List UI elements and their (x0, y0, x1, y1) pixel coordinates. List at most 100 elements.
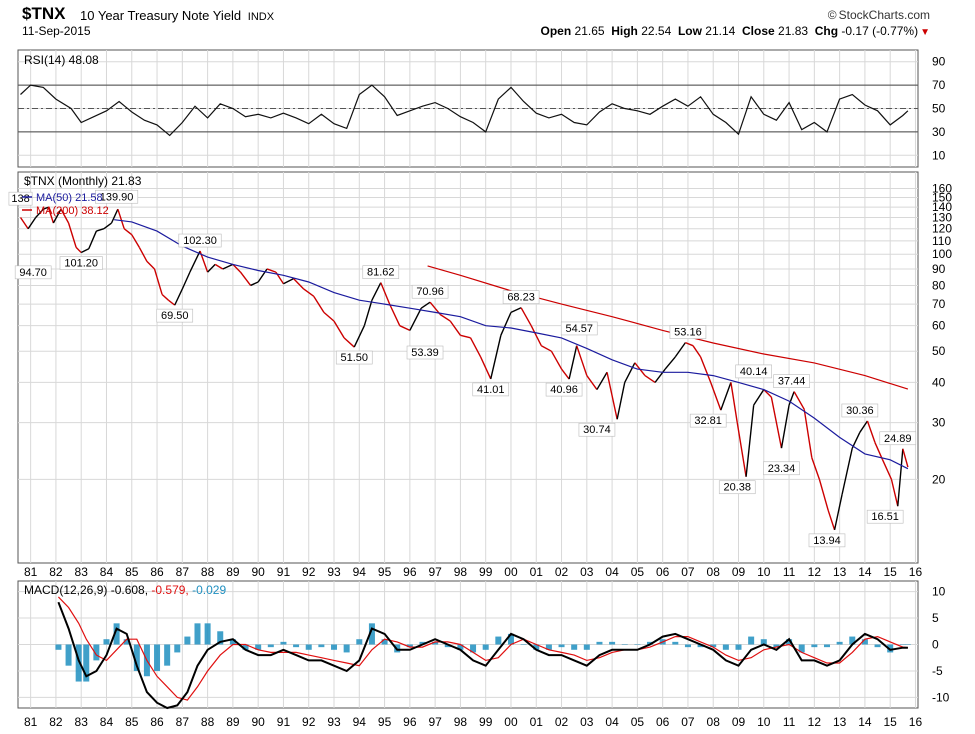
macd-x-tick-label: 82 (49, 715, 63, 729)
price-y-tick-label: 140 (932, 200, 952, 214)
close-value: 21.83 (778, 24, 809, 38)
macd-x-tick-label: 81 (24, 715, 38, 729)
macd-panel: 10 5 0 -5 -10 MACD(12,26,9) -0.608, -0.579, -… (17, 580, 950, 729)
price-segment (736, 422, 747, 477)
price-label-box (14, 265, 52, 280)
price-segment (117, 208, 125, 229)
price-y-tick-label: 40 (932, 375, 946, 389)
chart-date: 11-Sep-2015 (22, 24, 91, 38)
price-label-box (95, 189, 139, 204)
price-x-tick-label: 14 (858, 565, 872, 579)
price-label-box (689, 413, 727, 428)
macd-histogram-bar (123, 639, 130, 645)
high-label: High (611, 24, 638, 38)
price-segment (88, 230, 98, 250)
rsi-line (20, 84, 909, 137)
price-annotation-label: 70.96 (416, 286, 444, 298)
price-label-box (718, 480, 756, 495)
price-annotation-label: 68.23 (507, 292, 535, 304)
macd-histogram-bar (65, 644, 72, 666)
macd-x-tick-label: 88 (201, 715, 215, 729)
macd-x-tick-label: 06 (656, 715, 670, 729)
price-segment (313, 295, 325, 313)
price-annotation-label: 139.90 (100, 191, 134, 203)
price-segment (363, 299, 373, 326)
price-segment (343, 337, 355, 348)
price-segment (293, 278, 305, 290)
price-segment (827, 510, 836, 531)
price-x-tick-label: 09 (732, 565, 746, 579)
chg-value: -0.17 (-0.77%) (841, 24, 919, 38)
price-segment (644, 374, 656, 383)
macd-x-tick-label: 14 (858, 715, 872, 729)
price-legend: $TNX (Monthly) 21.83 (24, 174, 142, 188)
exchange-label: INDX (247, 11, 275, 23)
price-segment (266, 268, 277, 273)
macd-x-tick-label: 01 (530, 715, 544, 729)
price-label-box (8, 191, 33, 206)
price-annotation-label: 24.89 (884, 433, 912, 445)
price-annotation-label: 41.01 (477, 384, 505, 396)
price-y-tick-label: 100 (932, 247, 952, 261)
macd-histogram-bar (609, 641, 616, 645)
description-text: 10 Year Treasury Note Yield (80, 8, 242, 23)
macd-histogram-bar (482, 644, 489, 650)
down-arrow-icon: ▼ (920, 27, 930, 38)
macd-legend-signal: -0.579, (151, 583, 192, 597)
price-label-box (578, 422, 616, 437)
macd-x-tick-label: 09 (732, 715, 746, 729)
price-label-box (545, 382, 583, 397)
price-label-box (866, 509, 904, 524)
macd-histogram-bar (621, 644, 628, 645)
price-segment (138, 247, 148, 262)
macd-histogram-bar (280, 641, 287, 645)
rsi-y-tick-label: 30 (932, 125, 946, 139)
macd-histogram-bar (773, 644, 780, 648)
macd-x-tick-label: 96 (403, 715, 417, 729)
price-x-tick-label: 02 (555, 565, 569, 579)
price-annotation-label: 13.94 (813, 535, 841, 547)
price-label-box (156, 308, 194, 323)
price-segment (500, 312, 512, 336)
macd-signal-line (57, 596, 908, 701)
macd-x-tick-label: 05 (631, 715, 645, 729)
price-label-box (406, 345, 444, 360)
price-segment (146, 260, 156, 270)
price-annotation-label: 32.81 (694, 415, 722, 427)
brand-watermark[interactable]: © StockCharts.com (828, 8, 930, 22)
macd-histogram-bar (748, 636, 755, 645)
price-x-tick-label: 10 (757, 565, 771, 579)
price-segment (323, 311, 335, 322)
price-segment (399, 325, 411, 332)
rsi-y-tick-label: 50 (932, 102, 946, 116)
price-segment (510, 307, 522, 313)
price-segment (153, 268, 163, 295)
macd-x-tick-label: 84 (100, 715, 114, 729)
price-segment (730, 382, 738, 423)
price-segment (380, 282, 391, 305)
price-segment (123, 228, 133, 236)
price-x-tick-label: 99 (479, 565, 493, 579)
price-segment (439, 313, 451, 322)
price-x-tick-label: 88 (201, 565, 215, 579)
ticker-symbol: $TNX (22, 4, 66, 23)
price-x-tick-label: 91 (277, 565, 291, 579)
price-segment (283, 277, 294, 285)
price-segment (841, 448, 853, 495)
price-label-box (472, 382, 510, 397)
price-segment (96, 228, 105, 232)
price-segment (250, 281, 259, 287)
macd-x-tick-label: 04 (605, 715, 619, 729)
price-x-tick-label: 07 (681, 565, 695, 579)
price-segment (371, 282, 382, 301)
price-x-tick-label: 89 (226, 565, 240, 579)
price-segment (576, 345, 588, 376)
macd-histogram-bar (583, 644, 590, 650)
price-segment (131, 234, 140, 248)
macd-x-tick-label: 02 (555, 715, 569, 729)
price-segment (35, 208, 44, 218)
price-y-tick-label: 110 (932, 234, 951, 248)
macd-histogram-bar (204, 623, 211, 645)
price-label-box (362, 265, 400, 279)
